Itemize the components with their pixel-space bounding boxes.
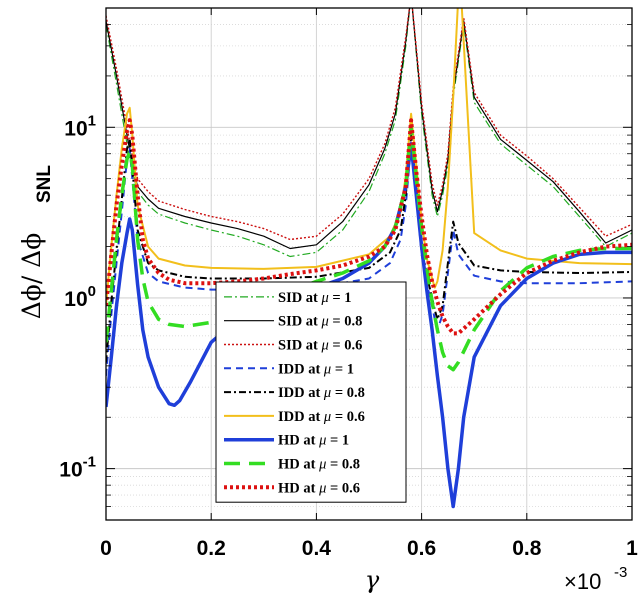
tick-labels: 0 0.2 0.4 0.6 0.8 1 10-1 100 101 bbox=[59, 112, 638, 560]
legend-label: SID at μ = 0.8 bbox=[278, 314, 362, 330]
x-tick-label: 0.8 bbox=[512, 537, 542, 560]
x-tick-label: 0 bbox=[100, 537, 112, 560]
legend-label: HD at μ = 1 bbox=[278, 433, 349, 449]
x-axis-label: γ bbox=[365, 566, 380, 594]
series-layer bbox=[106, 8, 632, 509]
legend-label: IDD at μ = 0.6 bbox=[278, 409, 365, 425]
y-tick-label: 100 bbox=[64, 283, 96, 311]
x-multiplier-exponent: -3 bbox=[614, 564, 627, 581]
series-line-1 bbox=[106, 8, 632, 258]
legend-label: IDD at μ = 1 bbox=[278, 361, 354, 377]
x-tick-label: 0.6 bbox=[407, 537, 436, 560]
y-axis-label: Δϕ/ Δϕ SNL bbox=[17, 165, 55, 320]
legend-label: SID at μ = 1 bbox=[278, 290, 352, 306]
legend-label: IDD at μ = 0.8 bbox=[278, 385, 365, 401]
legend-label: HD at μ = 0.8 bbox=[278, 457, 360, 473]
series-line-3 bbox=[106, 8, 632, 241]
legend: SID at μ = 1 SID at μ = 0.8 SID at μ = 0.6… bbox=[215, 281, 407, 503]
x-tick-label: 1 bbox=[626, 537, 638, 560]
y-tick-label: 101 bbox=[64, 112, 96, 140]
x-multiplier: ×10 -3 bbox=[564, 564, 627, 594]
y-axis-label-main: Δϕ/ Δϕ bbox=[17, 233, 46, 320]
series-line-7 bbox=[106, 142, 632, 509]
x-tick-label: 0.2 bbox=[197, 537, 226, 560]
plot-frame bbox=[105, 7, 633, 521]
y-axis-label-subscript: SNL bbox=[34, 165, 55, 203]
legend-label: HD at μ = 0.6 bbox=[278, 480, 360, 496]
x-multiplier-base: ×10 bbox=[564, 569, 601, 594]
x-tick-label: 0.4 bbox=[302, 537, 332, 560]
series-line-2 bbox=[106, 8, 632, 250]
legend-label: SID at μ = 0.6 bbox=[278, 338, 362, 354]
legend-box bbox=[215, 281, 407, 503]
y-tick-label: 10-1 bbox=[59, 454, 96, 482]
series-line-8 bbox=[106, 125, 632, 372]
tick-marks bbox=[105, 8, 633, 520]
